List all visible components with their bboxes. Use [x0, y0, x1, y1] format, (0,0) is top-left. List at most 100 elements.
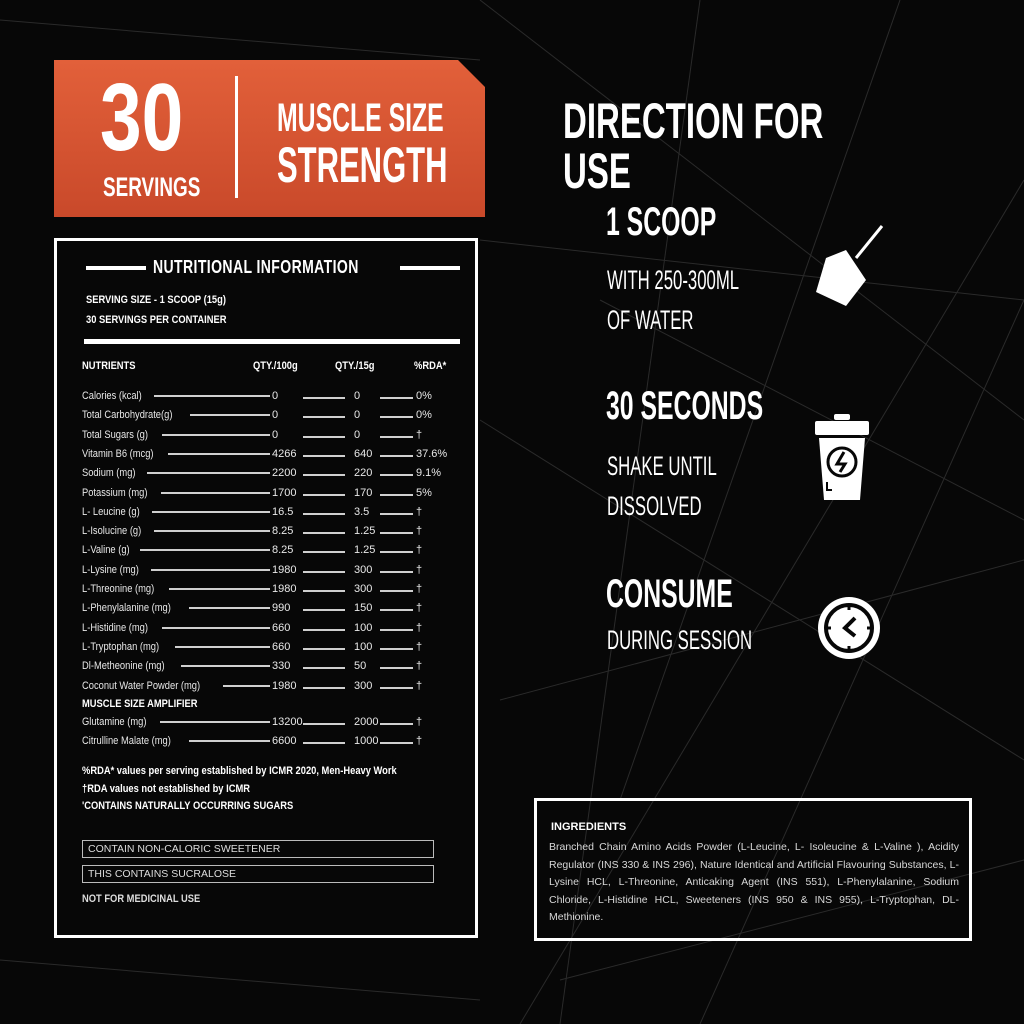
- leader-line: [380, 609, 413, 612]
- qty-15g: 100: [354, 640, 373, 653]
- step-2-heading: 30 SECONDS: [606, 384, 764, 428]
- leader-line: [174, 645, 270, 648]
- leader-line: [150, 568, 270, 571]
- qty-15g: 0: [354, 390, 361, 402]
- notice-sucralose-text: THIS CONTAINS SUCRALOSE: [88, 868, 236, 880]
- qty-15g: 3.5: [354, 505, 370, 518]
- nutrient-name: L-Lysine (mg): [82, 563, 139, 576]
- footnote-rda: %RDA* values per serving established by …: [82, 765, 397, 777]
- rda-value: †: [416, 583, 423, 595]
- leader-line: [190, 414, 270, 417]
- notice-sweetener: CONTAIN NON-CALORIC SWEETENER: [82, 840, 434, 858]
- leader-line: [380, 397, 413, 399]
- footnote-sugars: 'CONTAINS NATURALLY OCCURRING SUGARS: [82, 800, 294, 812]
- leader-line: [181, 665, 270, 668]
- qty-100g: 1980: [272, 563, 297, 576]
- nutrient-name: Calories (kcal): [82, 390, 142, 402]
- leader-line: [303, 493, 345, 496]
- shaker-cup-icon: [815, 414, 869, 500]
- rda-value: †: [416, 544, 423, 557]
- leader-line: [161, 626, 270, 629]
- leader-line: [380, 686, 413, 689]
- header-nutrients: NUTRIENTS: [82, 360, 136, 372]
- nutrition-panel: [54, 238, 478, 938]
- header-qty-15g: QTY./15g: [335, 360, 375, 372]
- rda-value: †: [416, 525, 423, 538]
- qty-100g: 8.25: [272, 525, 294, 538]
- leader-line: [168, 588, 270, 590]
- nutrient-name-cell: L- Leucine (g): [82, 506, 270, 518]
- rda-value: †: [416, 428, 423, 441]
- leader-line: [380, 667, 413, 670]
- qty-100g: 990: [272, 602, 291, 615]
- leader-line: [303, 454, 345, 457]
- leader-line: [161, 433, 270, 436]
- nutrient-name-cell: Total Sugars (g): [82, 429, 270, 441]
- divider-rule: [84, 339, 460, 344]
- leader-line: [380, 570, 413, 573]
- nutrient-name-cell: L-Lysine (mg): [82, 564, 270, 576]
- leader-line: [159, 721, 270, 723]
- qty-100g: 16.5: [272, 505, 294, 518]
- qty-100g: 1980: [272, 679, 297, 692]
- qty-100g: 660: [272, 621, 291, 634]
- qty-15g: 640: [354, 447, 373, 460]
- amplifier-title: MUSCLE SIZE AMPLIFIER: [82, 698, 198, 710]
- leader-line: [161, 491, 270, 494]
- rda-value: †: [416, 660, 423, 673]
- leader-line: [303, 628, 345, 631]
- qty-15g: 2000: [354, 716, 379, 728]
- step-2-line1: SHAKE UNTIL: [607, 451, 717, 481]
- banner-divider: [235, 76, 238, 198]
- notice-sweetener-text: CONTAIN NON-CALORIC SWEETENER: [88, 843, 281, 855]
- nutrient-name-cell: Sodium (mg): [82, 467, 270, 479]
- nutrient-name: L-Tryptophan (mg): [82, 640, 160, 653]
- leader-line: [151, 510, 270, 513]
- step-3-line1: DURING SESSION: [607, 625, 753, 655]
- rda-value: 9.1%: [416, 467, 442, 480]
- leader-line: [303, 590, 345, 592]
- disclaimer: NOT FOR MEDICINAL USE: [82, 893, 201, 905]
- leader-line: [380, 628, 413, 631]
- leader-line: [303, 416, 345, 419]
- qty-15g: 150: [354, 602, 373, 615]
- leader-line: [303, 397, 345, 399]
- leader-line: [303, 723, 345, 725]
- leader-line: [380, 590, 413, 592]
- rda-value: †: [416, 602, 423, 615]
- leader-line: [380, 551, 413, 554]
- leader-line: [303, 435, 345, 438]
- step-1-line2: OF WATER: [607, 305, 694, 335]
- leader-line: [303, 667, 345, 670]
- leader-line: [380, 454, 413, 457]
- leader-line: [380, 742, 413, 745]
- rda-value: †: [416, 716, 423, 728]
- rda-value: 37.6%: [416, 447, 448, 460]
- leader-line: [188, 740, 270, 743]
- step-2-line2: DISSOLVED: [607, 491, 702, 521]
- clock-icon: [818, 597, 880, 659]
- qty-15g: 1.25: [354, 544, 376, 557]
- nutrient-name: L-Histidine (mg): [82, 621, 148, 634]
- leader-line: [380, 647, 413, 650]
- qty-100g: 660: [272, 640, 291, 653]
- rda-value: †: [416, 621, 423, 634]
- leader-line: [303, 512, 345, 515]
- nutrient-name-cell: Coconut Water Powder (mg): [82, 680, 270, 692]
- qty-15g: 300: [354, 563, 373, 576]
- qty-100g: 0: [272, 409, 279, 422]
- leader-line: [380, 723, 413, 725]
- qty-100g: 0: [272, 428, 279, 441]
- nutrient-name: Citrulline Malate (mg): [82, 735, 171, 748]
- nutrient-name: L-Valine (g): [82, 544, 130, 557]
- nutrient-name: L- Leucine (g): [82, 505, 140, 518]
- rda-value: †: [416, 505, 423, 518]
- leader-line: [188, 607, 270, 610]
- leader-line: [380, 435, 413, 438]
- directions-title: DIRECTION FOR USE: [563, 93, 824, 199]
- nutrient-name: L-Phenylalanine (mg): [82, 602, 171, 615]
- qty-15g: 0: [354, 409, 361, 422]
- ingredients-box: INGREDIENTS Branched Chain Amino Acids P…: [534, 798, 972, 941]
- qty-15g: 0: [354, 428, 361, 441]
